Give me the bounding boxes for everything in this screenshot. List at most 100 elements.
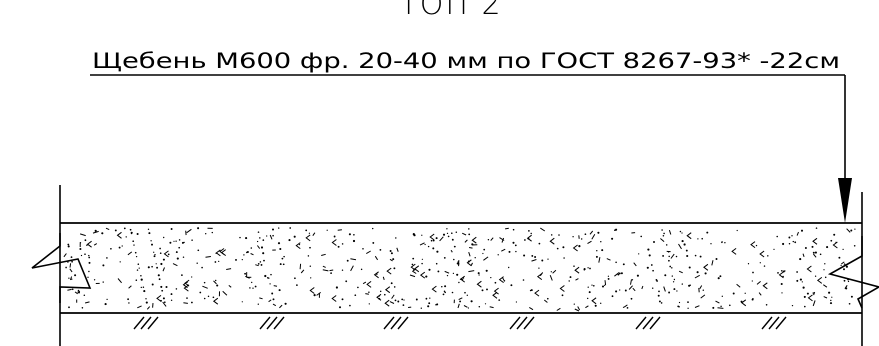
gravel-dot — [630, 297, 633, 300]
gravel-dot — [130, 231, 133, 234]
gravel-dot — [338, 306, 342, 309]
gravel-dot — [824, 276, 827, 279]
gravel-dot — [427, 305, 430, 308]
gravel-fragment — [614, 272, 620, 277]
ground-hatch-line — [761, 316, 773, 330]
gravel-fragment — [439, 236, 444, 242]
gravel-chevron — [832, 241, 838, 249]
ground-hatch-line — [642, 316, 654, 330]
gravel-dot — [673, 278, 676, 281]
gravel-fragment — [715, 300, 720, 304]
gravel-dot — [429, 297, 431, 299]
gravel-dot — [803, 295, 806, 298]
gravel-dot — [175, 240, 177, 242]
gravel-dot — [133, 244, 135, 246]
gravel-dot — [278, 227, 280, 229]
ground-hatch-line — [390, 316, 402, 330]
gravel-chevron — [183, 284, 189, 292]
gravel-dot — [127, 298, 129, 301]
gravel-chevron — [686, 232, 692, 240]
gravel-chevron — [459, 275, 466, 283]
gravel-dot — [269, 283, 271, 285]
gravel-fragment — [574, 308, 580, 312]
gravel-dot — [159, 247, 161, 250]
gravel-fragment — [623, 304, 628, 308]
gravel-dot — [216, 284, 219, 287]
gravel-dot — [510, 284, 513, 287]
gravel-dot — [681, 232, 683, 234]
gravel-fragment — [694, 274, 700, 279]
gravel-dot — [235, 258, 237, 261]
gravel-fragment — [365, 293, 369, 295]
gravel-dot — [420, 307, 422, 309]
gravel-dot — [158, 278, 161, 281]
gravel-dot — [71, 260, 73, 263]
gravel-dot — [150, 240, 152, 242]
gravel-dot — [77, 289, 80, 292]
gravel-dot — [294, 277, 296, 280]
ground-hatch-line — [509, 316, 521, 330]
gravel-dot — [259, 261, 262, 263]
gravel-chevron — [331, 239, 337, 246]
gravel-dot — [524, 239, 526, 241]
gravel-fragment — [813, 291, 816, 296]
gravel-dot — [129, 228, 132, 231]
gravel-fragment — [162, 267, 165, 272]
gravel-chevron — [419, 271, 426, 279]
gravel-dot — [313, 294, 316, 297]
ground-hatch-line — [383, 316, 395, 330]
gravel-dot — [153, 255, 156, 258]
gravel-dot — [523, 254, 526, 257]
gravel-dot — [288, 239, 291, 242]
gravel-dot — [341, 298, 344, 301]
gravel-chevron — [549, 237, 555, 245]
gravel-fragment — [92, 230, 99, 234]
gravel-dot — [402, 304, 405, 306]
gravel-dot — [121, 245, 123, 247]
gravel-dot — [307, 255, 310, 257]
gravel-dot — [660, 302, 663, 304]
gravel-dot — [335, 286, 338, 289]
gravel-dot — [181, 274, 183, 276]
gravel-dot — [541, 259, 544, 262]
gravel-dot — [831, 296, 833, 298]
gravel-dot — [259, 237, 261, 239]
gravel-fragment — [552, 269, 557, 274]
gravel-dot — [829, 302, 833, 305]
ground-hatch-line — [768, 316, 780, 330]
gravel-dot — [272, 234, 274, 237]
gravel-fragment — [501, 237, 505, 243]
gravel-chevron — [413, 265, 420, 273]
gravel-fragment — [660, 238, 665, 242]
gravel-chevron — [295, 242, 301, 250]
gravel-dot — [647, 248, 650, 251]
gravel-dot — [791, 304, 794, 307]
gravel-dot — [729, 304, 731, 307]
gravel-dot — [78, 291, 80, 294]
gravel-dot — [562, 246, 565, 249]
gravel-chevron — [498, 276, 504, 284]
gravel-dot — [724, 242, 726, 244]
gravel-chevron — [759, 250, 765, 258]
gravel-dot — [721, 241, 723, 244]
gravel-dot — [796, 271, 798, 273]
gravel-dot — [173, 240, 175, 242]
gravel-fragment — [699, 285, 703, 289]
gravel-dot — [421, 258, 424, 260]
gravel-dot — [804, 305, 806, 308]
gravel-dot — [94, 229, 97, 232]
gravel-dot — [251, 281, 253, 284]
gravel-chevron — [429, 233, 435, 241]
gravel-dot — [346, 259, 349, 262]
gravel-fragment — [321, 253, 326, 256]
gravel-dot — [668, 291, 671, 294]
gravel-fragment — [598, 257, 601, 263]
gravel-dot — [611, 237, 614, 240]
gravel-dot — [683, 243, 686, 246]
gravel-dot — [326, 229, 328, 231]
gravel-dot — [298, 244, 301, 246]
gravel-dot — [205, 233, 207, 235]
gravel-dot — [547, 258, 549, 260]
gravel-dot — [688, 284, 691, 287]
gravel-dot — [592, 284, 595, 287]
